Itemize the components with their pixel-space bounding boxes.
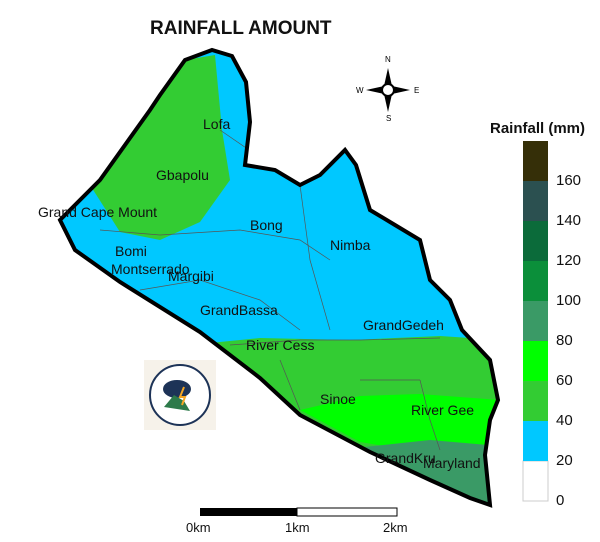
legend-tick: 40 — [556, 412, 573, 429]
legend-tick: 140 — [556, 212, 582, 229]
county-label: Bomi — [115, 243, 147, 259]
county-label: GrandGedeh — [363, 317, 444, 333]
legend-tick: 120 — [556, 252, 582, 269]
county-label: Margibi — [168, 268, 214, 284]
legend-bin — [523, 421, 548, 461]
county-label: GrandBassa — [200, 302, 278, 318]
legend-bin — [522, 460, 549, 502]
legend-tick: 20 — [556, 452, 573, 469]
county-label: River Gee — [411, 402, 475, 418]
legend-bin — [523, 221, 548, 261]
zone-northwest-40-60 — [90, 55, 230, 240]
compass-e: E — [414, 86, 420, 95]
legend-bin — [523, 301, 548, 341]
county-label: Sinoe — [320, 391, 356, 407]
county-label: Maryland — [423, 455, 481, 471]
county-boundaries — [99, 129, 441, 451]
legend-tick: 100 — [556, 292, 582, 309]
legend-bin — [523, 381, 548, 421]
county-label: Grand Cape Mount — [38, 204, 158, 220]
county-label: Montserrado — [111, 261, 190, 277]
legend-bin — [523, 261, 548, 301]
scale-label: 1km — [285, 520, 310, 535]
scale-label: 0km — [186, 520, 211, 535]
legend-bin — [523, 341, 548, 381]
liberia-met-logo — [144, 360, 216, 430]
legend-title: Rainfall (mm) — [490, 120, 586, 137]
legend-tick: 0 — [556, 492, 565, 509]
legend-tick: 80 — [556, 332, 573, 349]
scale-bar — [200, 507, 398, 517]
county-label: GrandKru — [375, 450, 436, 466]
legend-colorbar — [522, 141, 549, 502]
county-label: Nimba — [330, 237, 371, 253]
compass-icon — [366, 68, 410, 112]
zone-60-80 — [300, 394, 498, 452]
county-label: Gbapolu — [156, 167, 209, 183]
compass-n: N — [385, 55, 391, 64]
county-label: Lofa — [203, 116, 231, 132]
legend-tick: 160 — [556, 172, 582, 189]
county-label: River Cess — [246, 337, 315, 353]
compass-w: W — [356, 86, 364, 95]
county-label: Bong — [250, 217, 283, 233]
legend-bin — [523, 141, 548, 181]
legend-bin — [523, 181, 548, 221]
scale-label: 2km — [383, 520, 408, 535]
map-title: RAINFALL AMOUNT — [150, 18, 332, 39]
legend-tick: 60 — [556, 372, 573, 389]
compass-s: S — [386, 114, 392, 123]
